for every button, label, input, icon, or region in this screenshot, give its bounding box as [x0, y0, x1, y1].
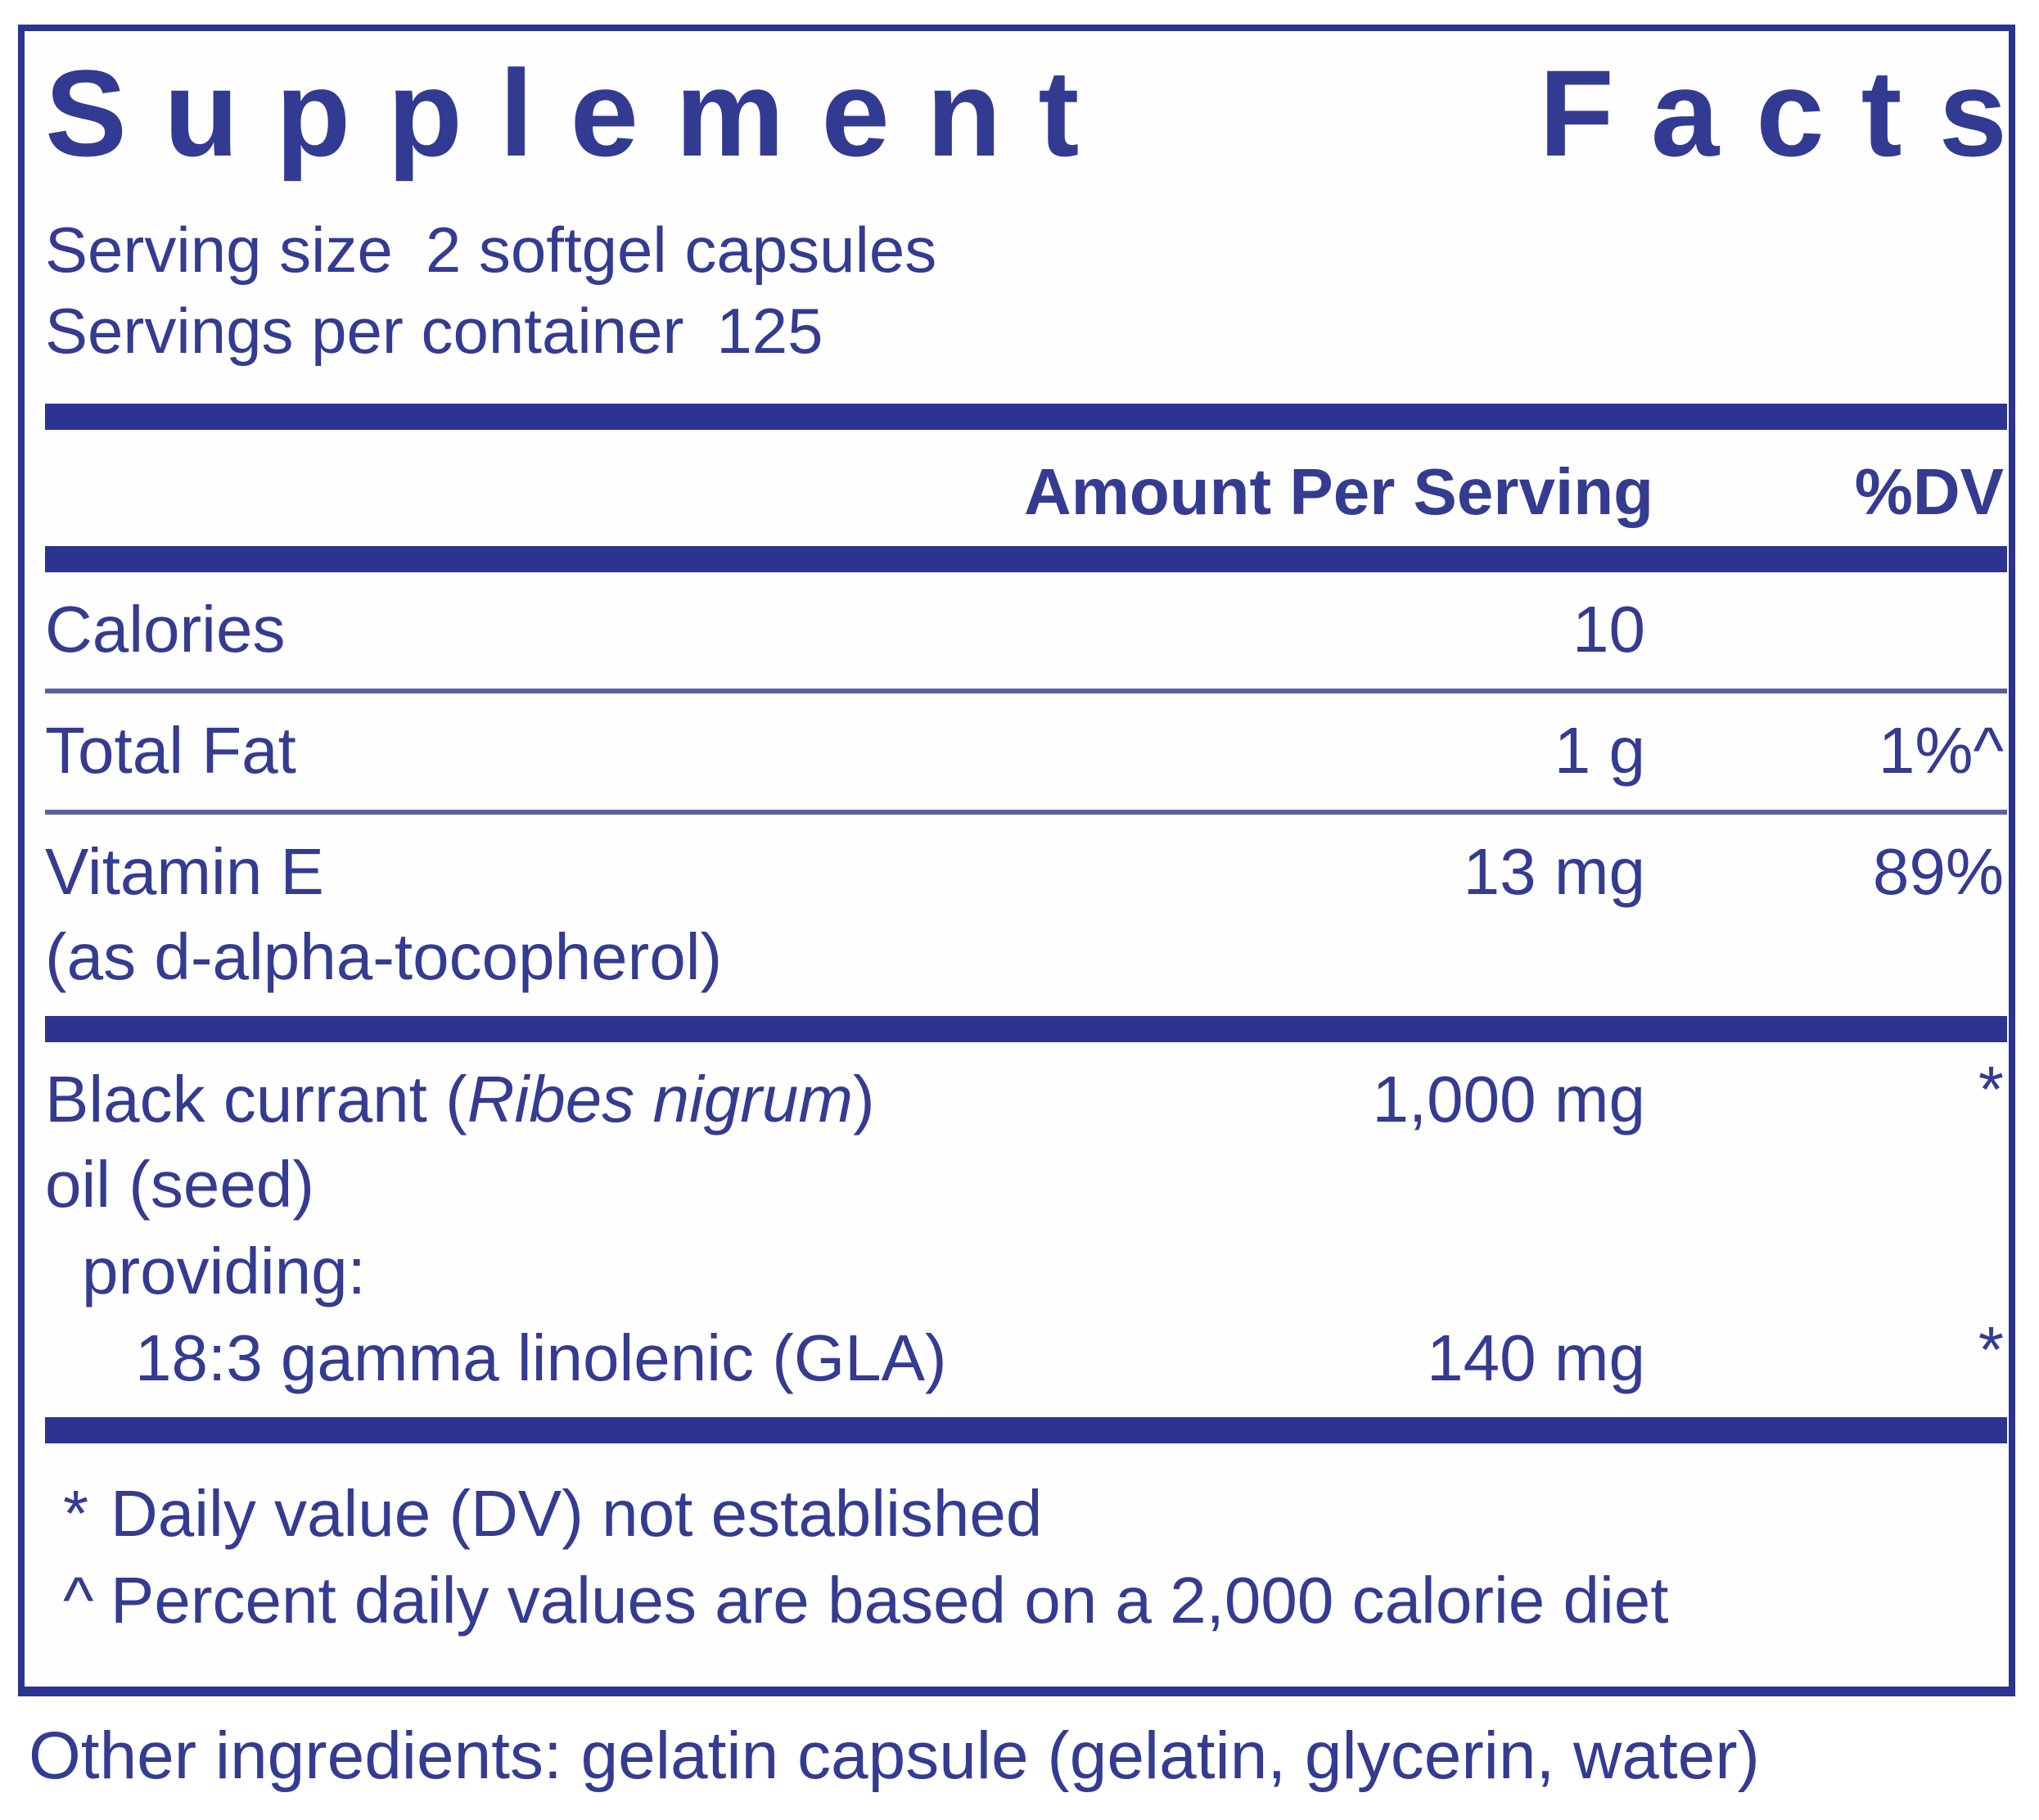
footnote-percent-dv: ^ Percent daily values are based on a 2,… [63, 1568, 2007, 1633]
panel-title-word-2: Facts [1539, 44, 2015, 182]
table-row-total-fat: Total Fat 1 g 1%^ [45, 693, 2007, 810]
table-row-vitamin-e: Vitamin E (as d-alpha-tocopherol) 13 mg … [45, 815, 2007, 1016]
nutrient-name-detail: oil (seed) [45, 1148, 315, 1222]
nutrient-latin-name: Ribes nigrum [467, 1063, 853, 1136]
serving-size-line: Serving size 2 softgel capsules [45, 210, 2007, 291]
nutrient-name: Total Fat [45, 714, 296, 788]
nutrient-amount: 1,000 mg [1372, 1063, 1645, 1136]
serving-size-value: 2 softgel capsules [425, 213, 937, 286]
section-bar-mid [45, 1016, 2007, 1043]
nutrient-amount: 13 mg [1463, 835, 1645, 909]
nutrient-name: Black currant (Ribes nigrum) [45, 1063, 875, 1136]
section-bar-header-bottom [45, 546, 2007, 573]
nutrient-dv-asterisk: * [1978, 1053, 2004, 1127]
table-header-row: Amount Per Serving %DV [45, 430, 2007, 546]
nutrient-name: Calories [45, 593, 286, 666]
asterisk-marker: * [63, 1477, 89, 1551]
providing-label: providing: [82, 1235, 366, 1308]
footnote-dv-not-established: * Daily value (DV) not established [63, 1481, 2007, 1547]
other-ingredients-line: Other ingredients: gelatin capsule (gela… [29, 1718, 1760, 1793]
nutrient-amount: 140 mg [1427, 1321, 1645, 1395]
footnote-text: Daily value (DV) not established [111, 1477, 1043, 1551]
row-divider [45, 689, 2007, 694]
supplement-facts-panel: Supplement Facts Serving size 2 softgel c… [18, 25, 2015, 1696]
table-row-gla: 18:3 gamma linolenic (GLA) 140 mg * [45, 1317, 2007, 1395]
nutrient-amount: 1 g [1554, 714, 1645, 788]
nutrient-name: Vitamin E [45, 835, 324, 909]
nutrient-name-detail: (as d-alpha-tocopherol) [45, 920, 723, 994]
nutrient-dv: 1%^ [1878, 714, 2004, 788]
servings-per-container-label: Servings per container [45, 295, 684, 368]
nutrient-amount: 10 [1572, 593, 1645, 666]
panel-title: Supplement Facts [45, 44, 2007, 182]
nutrient-dv-asterisk: * [1978, 1313, 2004, 1387]
serving-size-label: Serving size [45, 213, 393, 286]
panel-title-word-1: Supplement [45, 44, 1116, 182]
servings-per-container-line: Servings per container 125 [45, 291, 2007, 373]
amount-per-serving-header: Amount Per Serving [1023, 455, 1653, 529]
footnotes-block: * Daily value (DV) not established ^ Per… [45, 1443, 2007, 1687]
table-row-calories: Calories 10 [45, 572, 2007, 689]
section-bar-bottom [45, 1417, 2007, 1444]
section-bar-top [45, 404, 2007, 431]
caret-marker: ^ [63, 1564, 94, 1637]
nutrient-name: 18:3 gamma linolenic (GLA) [135, 1321, 947, 1395]
row-divider [45, 810, 2007, 815]
servings-per-container-value: 125 [716, 295, 823, 368]
percent-dv-header: %DV [1854, 455, 2004, 529]
nutrient-dv: 89% [1872, 835, 2004, 909]
table-row-black-currant: Black currant (Ribes nigrum) oil (seed) … [45, 1042, 2007, 1417]
footnote-text: Percent daily values are based on a 2,00… [111, 1564, 1669, 1637]
